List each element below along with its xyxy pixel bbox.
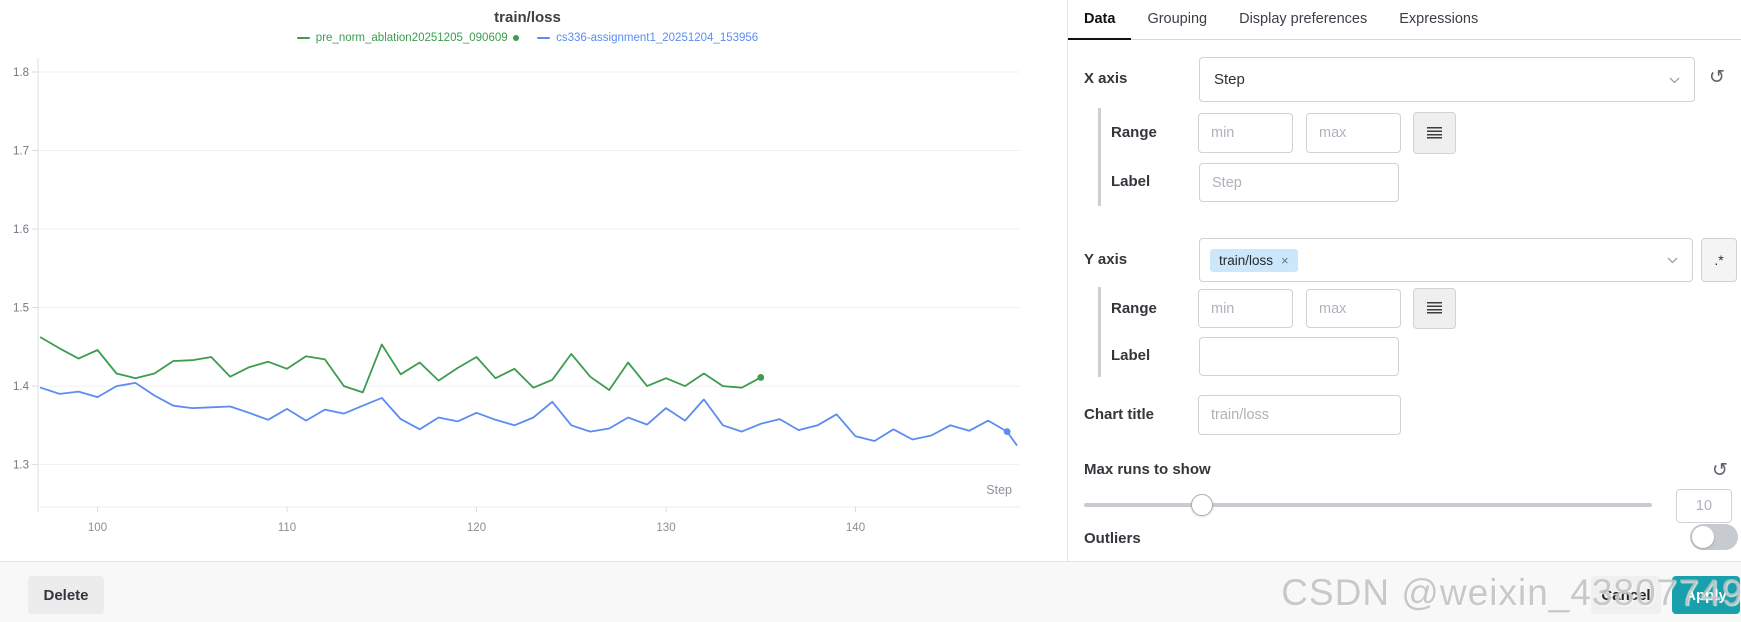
y-label-row-label: Label bbox=[1111, 347, 1151, 364]
y-range-min-input[interactable] bbox=[1198, 289, 1293, 328]
max-runs-reset-icon[interactable]: ↺ bbox=[1708, 458, 1732, 482]
chart-legend: pre_norm_ablation20251205_090609 cs336-as… bbox=[0, 30, 1055, 44]
legend-item[interactable]: pre_norm_ablation20251205_090609 bbox=[296, 31, 520, 44]
legend-run-name: cs336-assignment1_20251204_153956 bbox=[556, 31, 759, 44]
svg-text:1.3: 1.3 bbox=[13, 460, 29, 472]
svg-text:110: 110 bbox=[278, 522, 296, 534]
chevron-down-icon bbox=[1667, 257, 1678, 264]
outliers-label: Outliers bbox=[1084, 530, 1141, 547]
chart-plot[interactable]: 1.8 1.7 1.6 1.5 1.4 1.3 100 110 120 130 140 Step bbox=[0, 0, 1067, 561]
legend-run-name: pre_norm_ablation20251205_090609 bbox=[315, 31, 508, 44]
footer-bar: Delete Cancel Apply bbox=[0, 561, 1741, 622]
x-scale-options-button[interactable] bbox=[1413, 112, 1456, 154]
legend-line-swatch bbox=[537, 36, 551, 39]
chart-settings-panel: Data Grouping Display preferences Expres… bbox=[1067, 0, 1741, 561]
svg-text:130: 130 bbox=[656, 522, 675, 534]
regex-toggle-button[interactable]: .* bbox=[1701, 238, 1737, 282]
x-axis-label-input[interactable] bbox=[1199, 163, 1399, 202]
horizontal-lines-icon bbox=[1427, 126, 1442, 140]
x-range-min-input[interactable] bbox=[1198, 113, 1293, 153]
x-axis-reset-icon[interactable]: ↺ bbox=[1705, 65, 1729, 89]
panel-tabs: Data Grouping Display preferences Expres… bbox=[1068, 0, 1741, 40]
y-axis-indent-bar bbox=[1098, 287, 1101, 377]
chart-title: train/loss bbox=[494, 9, 561, 26]
svg-text:120: 120 bbox=[467, 522, 486, 534]
svg-text:100: 100 bbox=[88, 522, 107, 534]
cancel-button[interactable]: Cancel bbox=[1591, 576, 1661, 614]
tag-close-icon[interactable]: × bbox=[1281, 252, 1289, 268]
svg-text:1.4: 1.4 bbox=[13, 381, 30, 393]
x-range-label: Range bbox=[1111, 124, 1157, 141]
chart-title-row-label: Chart title bbox=[1084, 406, 1155, 423]
x-axis-select[interactable]: Step bbox=[1199, 57, 1695, 102]
apply-button[interactable]: Apply bbox=[1672, 576, 1740, 614]
max-runs-label: Max runs to show bbox=[1084, 461, 1211, 478]
svg-text:1.8: 1.8 bbox=[13, 67, 29, 79]
svg-text:140: 140 bbox=[846, 522, 865, 534]
y-axis-label-input[interactable] bbox=[1199, 337, 1399, 376]
x-axis-label: X axis bbox=[1084, 70, 1128, 87]
svg-text:1.5: 1.5 bbox=[13, 303, 29, 315]
y-range-label: Range bbox=[1111, 300, 1157, 317]
legend-item[interactable]: cs336-assignment1_20251204_153956 bbox=[537, 32, 758, 44]
line-chart[interactable]: train/loss pre_norm_ablation20251205_090… bbox=[0, 0, 1067, 561]
x-label-row-label: Label bbox=[1111, 173, 1151, 190]
run-state-dot-icon bbox=[512, 34, 520, 41]
delete-button[interactable]: Delete bbox=[28, 576, 104, 614]
outliers-toggle[interactable] bbox=[1690, 524, 1738, 550]
tab-display-preferences[interactable]: Display preferences bbox=[1239, 11, 1368, 27]
x-axis-select-value: Step bbox=[1214, 71, 1245, 88]
y-range-max-input[interactable] bbox=[1306, 289, 1401, 328]
x-range-max-input[interactable] bbox=[1306, 113, 1401, 153]
toggle-knob bbox=[1692, 526, 1714, 548]
horizontal-lines-icon bbox=[1427, 302, 1442, 315]
tab-expressions[interactable]: Expressions bbox=[1399, 11, 1479, 27]
tab-data[interactable]: Data bbox=[1068, 0, 1132, 40]
chevron-down-icon bbox=[1669, 77, 1680, 83]
chart-title-input[interactable] bbox=[1198, 395, 1401, 435]
y-axis-select[interactable]: train/loss × bbox=[1199, 238, 1693, 282]
legend-line-swatch bbox=[296, 36, 310, 39]
y-axis-label: Y axis bbox=[1084, 251, 1128, 268]
max-runs-slider-track[interactable] bbox=[1084, 503, 1652, 507]
y-axis-metric-tag: train/loss × bbox=[1210, 248, 1298, 272]
svg-text:1.6: 1.6 bbox=[13, 224, 29, 236]
max-runs-value-input[interactable] bbox=[1676, 489, 1732, 523]
x-axis-indent-bar bbox=[1098, 108, 1101, 206]
svg-text:Step: Step bbox=[986, 483, 1012, 497]
svg-text:1.7: 1.7 bbox=[13, 146, 29, 158]
y-axis-metric-tag-label: train/loss bbox=[1219, 252, 1274, 268]
tab-grouping[interactable]: Grouping bbox=[1147, 11, 1208, 27]
max-runs-slider-thumb[interactable] bbox=[1191, 494, 1213, 516]
y-scale-options-button[interactable] bbox=[1413, 288, 1456, 329]
